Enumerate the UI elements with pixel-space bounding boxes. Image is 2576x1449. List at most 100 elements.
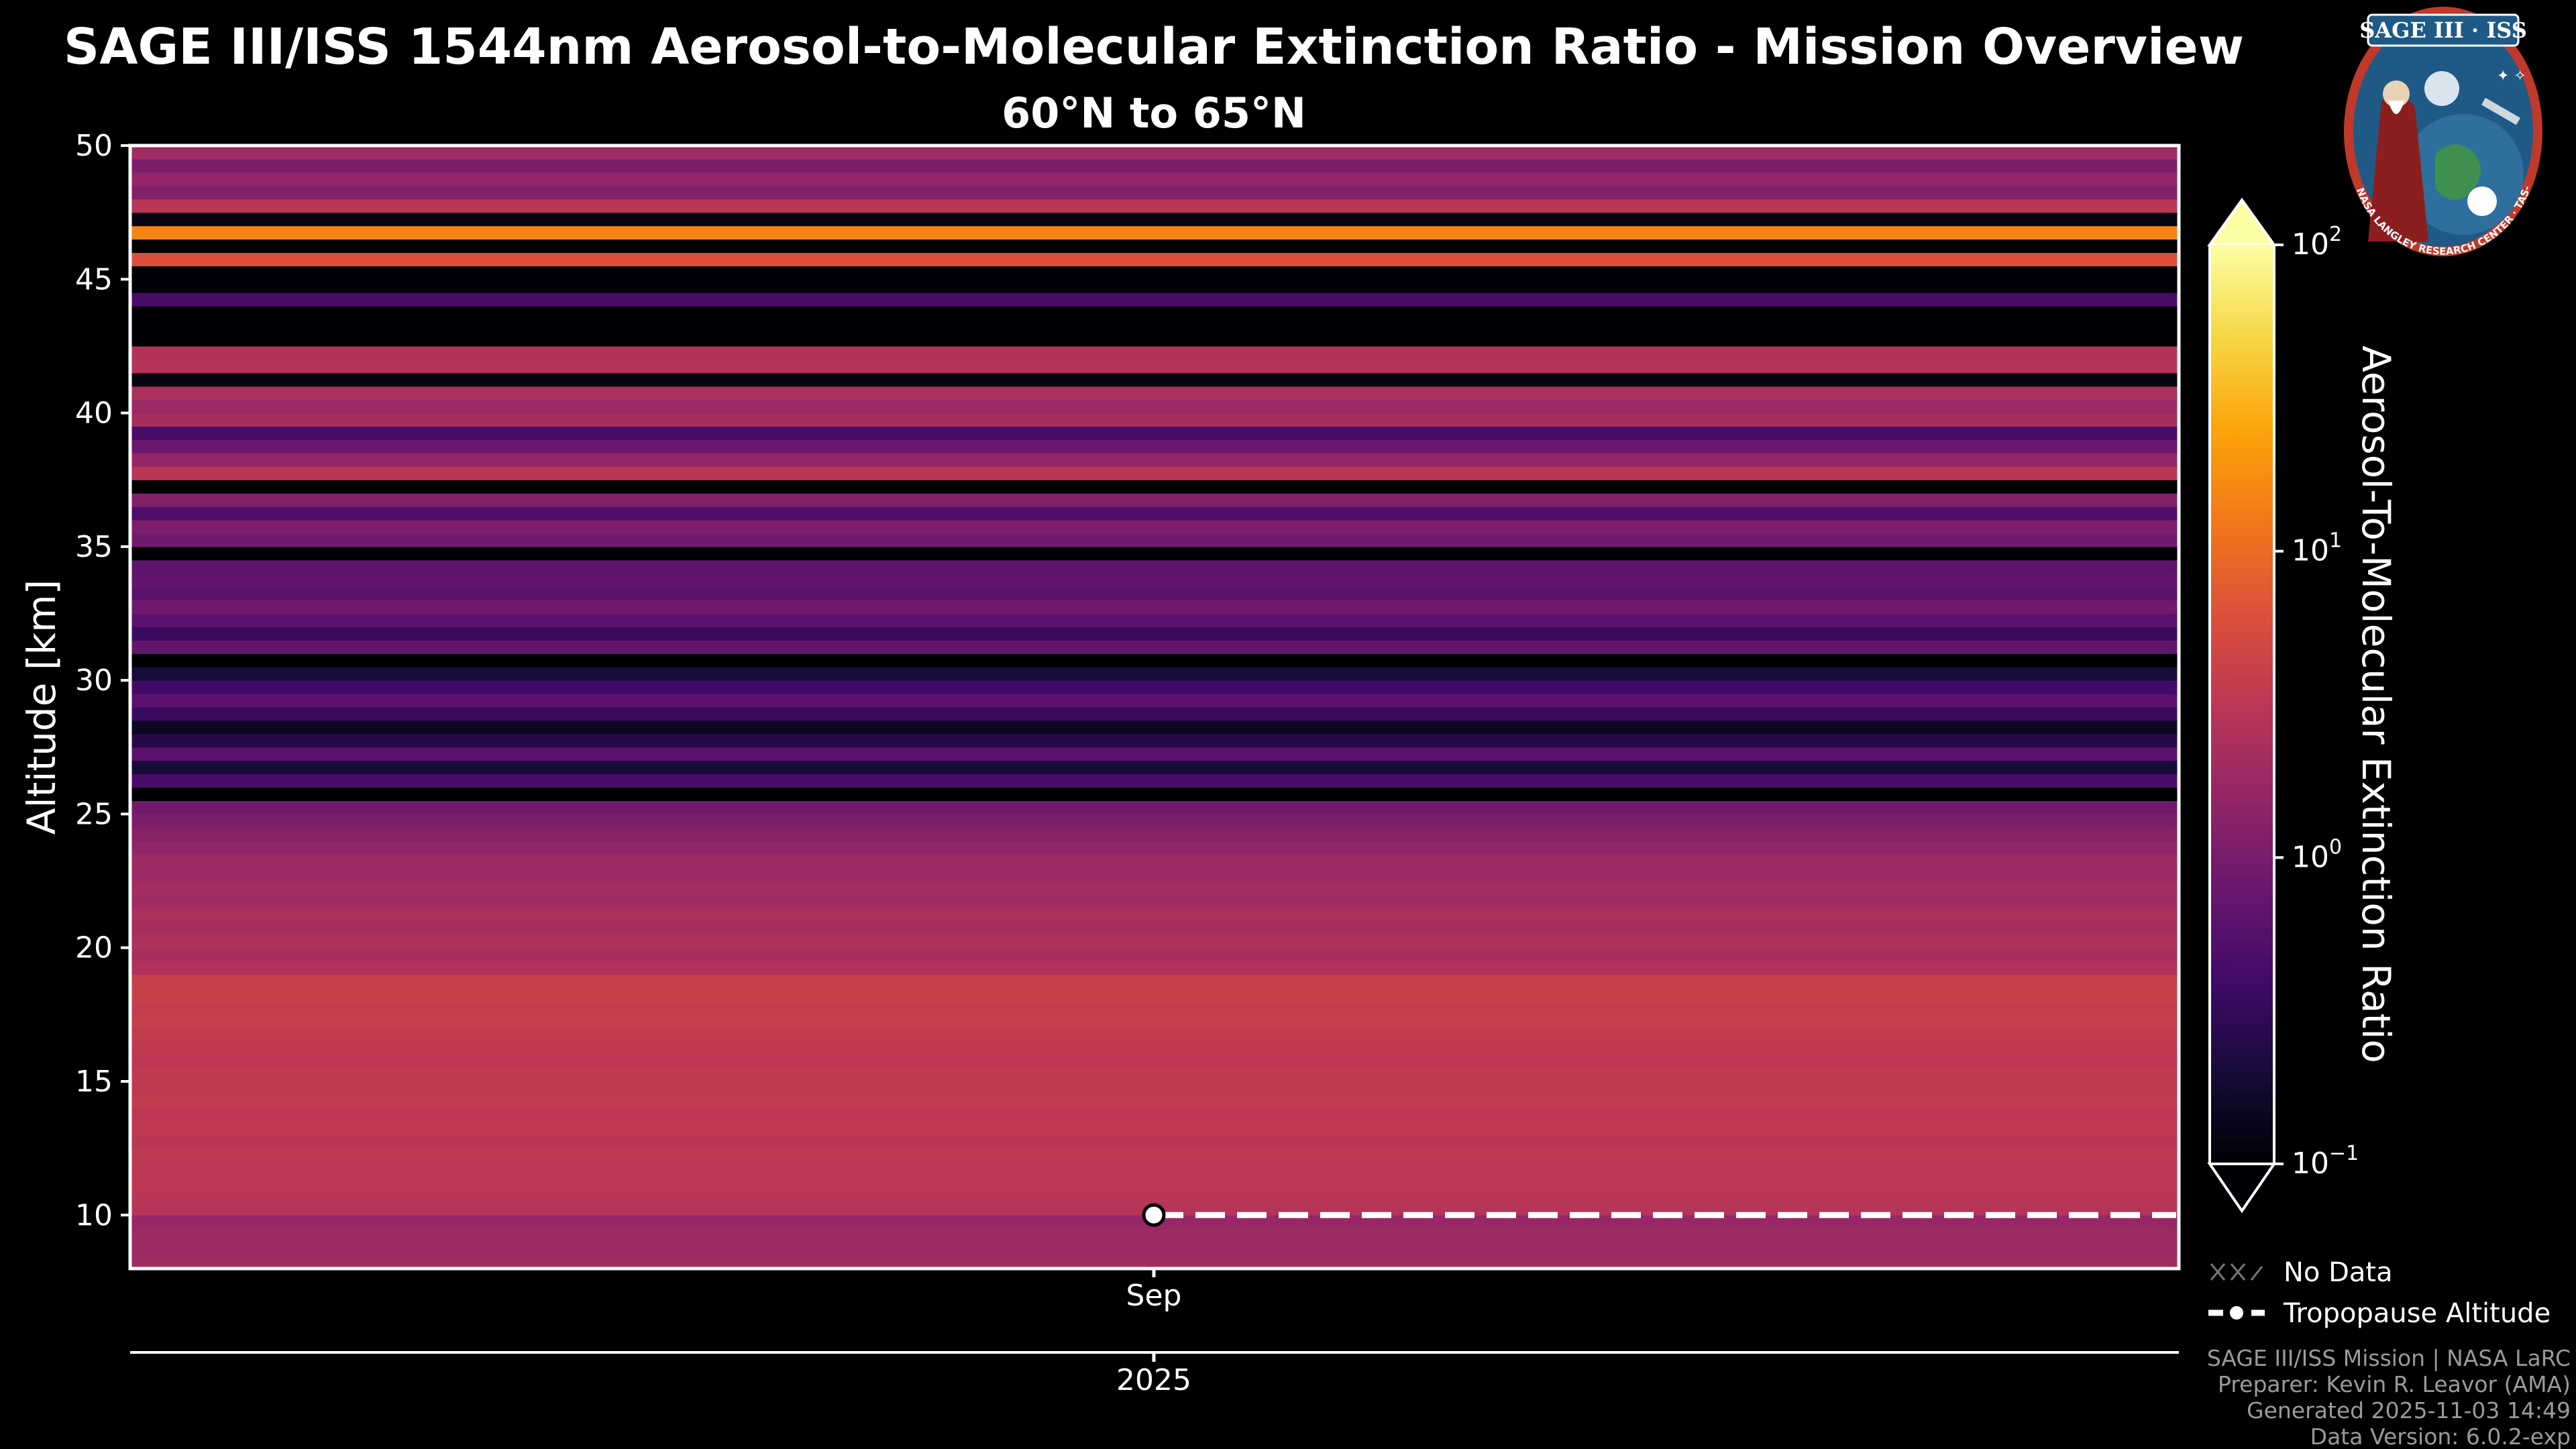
heatmap-band bbox=[130, 413, 2179, 427]
heatmap-band bbox=[130, 493, 2179, 507]
heatmap-band bbox=[130, 1161, 2179, 1176]
heatmap-band bbox=[130, 199, 2179, 213]
heatmap-band bbox=[130, 653, 2179, 667]
heatmap-band bbox=[130, 1175, 2179, 1189]
heatmap-band bbox=[130, 934, 2179, 949]
heatmap-band bbox=[130, 760, 2179, 775]
heatmap-band bbox=[130, 787, 2179, 802]
heatmap-band bbox=[130, 225, 2179, 240]
heatmap-band bbox=[130, 1081, 2179, 1095]
heatmap-band bbox=[130, 987, 2179, 1002]
colorbar-extend-bottom bbox=[2207, 1163, 2277, 1214]
heatmap-band bbox=[130, 1121, 2179, 1136]
heatmap-band bbox=[130, 172, 2179, 186]
y-tick-label: 45 bbox=[75, 262, 113, 297]
heatmap-band bbox=[130, 1068, 2179, 1082]
legend-no-data-label: No Data bbox=[2284, 1257, 2393, 1288]
colorbar-tick-label: 10−1 bbox=[2292, 1142, 2359, 1181]
x-tick-label-month: Sep bbox=[1126, 1279, 1182, 1313]
tropopause-series bbox=[1142, 1203, 2176, 1227]
logo-stars-icon: ✦ ✧ bbox=[2497, 68, 2526, 85]
heatmap-band bbox=[130, 747, 2179, 761]
heatmap-band bbox=[130, 1001, 2179, 1015]
heatmap-band bbox=[130, 372, 2179, 387]
footer: SAGE III/ISS Mission | NASA LaRC Prepare… bbox=[2207, 1345, 2571, 1449]
heatmap-band bbox=[130, 667, 2179, 681]
y-tick-label: 40 bbox=[75, 396, 113, 431]
heatmap-band bbox=[130, 961, 2179, 975]
y-tick-label: 10 bbox=[75, 1198, 113, 1232]
heatmap-band bbox=[130, 399, 2179, 414]
legend-tropopause-swatch bbox=[2208, 1303, 2265, 1322]
heatmap-band bbox=[130, 800, 2179, 815]
heatmap-band bbox=[130, 680, 2179, 694]
y-tick-label: 35 bbox=[75, 530, 113, 564]
heatmap-band bbox=[130, 773, 2179, 788]
footer-line-3: Generated 2025-11-03 14:49 bbox=[2247, 1397, 2571, 1424]
legend: No Data Tropopause Altitude bbox=[2208, 1257, 2551, 1329]
heatmap-band bbox=[130, 1041, 2179, 1055]
heatmap-band bbox=[130, 252, 2179, 266]
colorbar-ticks: 10−1 100 101 102 bbox=[2274, 223, 2359, 1181]
heatmap-band bbox=[130, 1108, 2179, 1122]
heatmap-band bbox=[130, 559, 2179, 574]
heatmap-band bbox=[130, 466, 2179, 480]
heatmap-band bbox=[130, 533, 2179, 547]
tropopause-point bbox=[1142, 1203, 1166, 1227]
heatmap-band bbox=[130, 386, 2179, 400]
heatmap-band bbox=[130, 854, 2179, 868]
colorbar-gradient bbox=[2210, 245, 2274, 1164]
footer-line-2: Preparer: Kevin R. Leavor (AMA) bbox=[2218, 1371, 2571, 1397]
heatmap-band bbox=[130, 920, 2179, 935]
heatmap-band bbox=[130, 480, 2179, 494]
heatmap-band bbox=[130, 185, 2179, 200]
heatmap-band bbox=[130, 426, 2179, 441]
heatmap-band bbox=[130, 520, 2179, 534]
legend-tropopause-label: Tropopause Altitude bbox=[2283, 1298, 2551, 1329]
y-tick-label: 30 bbox=[75, 663, 113, 698]
colorbar-tick-label: 102 bbox=[2292, 223, 2342, 262]
heatmap-band bbox=[130, 907, 2179, 922]
colorbar-extend-top bbox=[2207, 197, 2277, 246]
heatmap-band bbox=[130, 1014, 2179, 1028]
heatmap-band bbox=[130, 239, 2179, 254]
y-tick-label: 25 bbox=[75, 797, 113, 831]
heatmap-band bbox=[130, 573, 2179, 588]
colorbar-tick-label: 101 bbox=[2292, 529, 2342, 568]
heatmap-band bbox=[130, 1094, 2179, 1109]
heatmap-band bbox=[130, 439, 2179, 453]
legend-no-data-swatch bbox=[2210, 1263, 2263, 1281]
footer-line-4: Data Version: 6.0.2-exp bbox=[2310, 1424, 2571, 1449]
heatmap-band bbox=[130, 627, 2179, 641]
heatmap-band bbox=[130, 841, 2179, 855]
heatmap-band bbox=[130, 212, 2179, 227]
heatmap-band bbox=[130, 306, 2179, 320]
heatmap-band bbox=[130, 881, 2179, 895]
heatmap-band bbox=[130, 333, 2179, 347]
y-tick-label: 20 bbox=[75, 931, 113, 965]
y-tick-label: 50 bbox=[75, 129, 113, 163]
heatmap-band bbox=[130, 146, 2179, 160]
y-axis: 10 15 20 25 30 35 40 45 50 bbox=[75, 129, 130, 1232]
heatmap-band bbox=[130, 1055, 2179, 1069]
heatmap-band bbox=[130, 279, 2179, 293]
heatmap-band bbox=[130, 640, 2179, 654]
y-tick-label: 15 bbox=[75, 1065, 113, 1099]
heatmap-band bbox=[130, 707, 2179, 721]
heatmap-band bbox=[130, 947, 2179, 962]
heatmap-band bbox=[130, 1242, 2179, 1256]
y-axis-label: Altitude [km] bbox=[19, 580, 64, 835]
heatmap-band bbox=[130, 266, 2179, 280]
logo-sun-icon bbox=[2467, 186, 2497, 216]
logo-sage-figure-icon bbox=[2368, 95, 2428, 241]
heatmap-band bbox=[130, 359, 2179, 374]
heatmap-band bbox=[130, 694, 2179, 708]
heatmap-band bbox=[130, 546, 2179, 561]
heatmap-band bbox=[130, 1134, 2179, 1149]
logo-continent-icon bbox=[2435, 144, 2481, 200]
heatmap-band bbox=[130, 867, 2179, 881]
logo-title: SAGE III · ISS bbox=[2359, 17, 2527, 43]
heatmap-band bbox=[130, 506, 2179, 521]
heatmap-band bbox=[130, 345, 2179, 360]
